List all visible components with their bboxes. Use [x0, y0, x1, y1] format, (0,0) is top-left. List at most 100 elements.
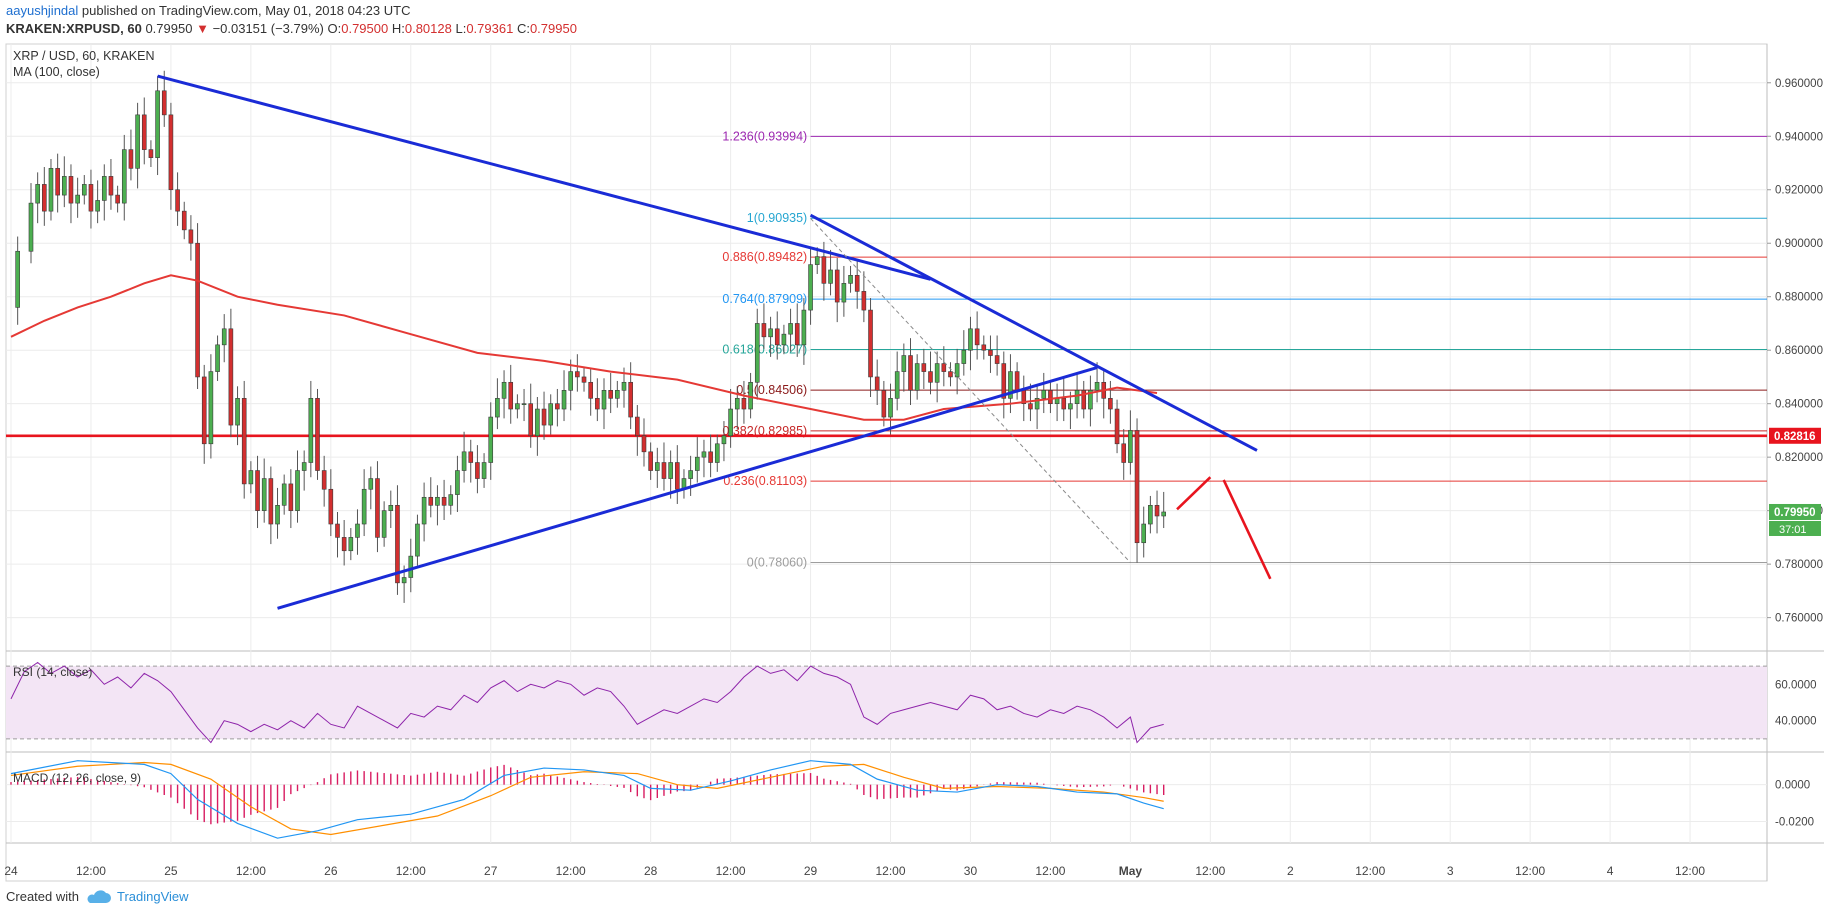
x-tick-label: May — [1119, 864, 1143, 878]
candle-body — [1094, 381, 1100, 391]
candle-body — [894, 371, 900, 399]
rsi-y-tick-label: 60.0000 — [1775, 679, 1817, 691]
candle-body — [641, 435, 647, 453]
candle-body — [455, 470, 460, 495]
candle-body — [428, 496, 434, 506]
candle-body — [341, 537, 347, 552]
x-tick-label: 24 — [4, 864, 18, 878]
candle-body — [621, 381, 627, 391]
support-price-label-bg — [1769, 427, 1821, 444]
ohlc-close: 0.79950 — [529, 21, 577, 36]
candle-body — [1141, 523, 1147, 544]
fib-level-label: 0(0.78060) — [747, 556, 807, 570]
x-tick-label: 2 — [1287, 864, 1294, 878]
candle-body — [1134, 430, 1140, 544]
chart-title: XRP / USD, 60, KRAKEN — [13, 49, 155, 63]
candle-body — [821, 256, 827, 284]
candle-body — [774, 328, 780, 346]
candle-body — [48, 168, 54, 212]
candle-body — [908, 355, 913, 391]
candle-body — [268, 478, 274, 525]
candle-body — [308, 398, 314, 463]
candle-body — [328, 488, 334, 525]
candle-body — [148, 149, 154, 158]
y-tick-label: 0.840000 — [1775, 399, 1823, 411]
rsi-band-fill — [6, 666, 1767, 739]
fib-level-label: 1(0.90935) — [747, 211, 807, 225]
rsi-pane[interactable] — [6, 661, 1767, 744]
publish-info: aayushjindal published on TradingView.co… — [6, 3, 410, 18]
tradingview-link[interactable]: TradingView — [116, 889, 189, 904]
candle-body — [535, 408, 540, 437]
candle-body — [608, 390, 613, 399]
macd-line — [10, 760, 1164, 839]
macd-pane[interactable] — [10, 760, 1165, 839]
y-tick-label: 0.920000 — [1775, 185, 1823, 197]
candle-body — [581, 376, 587, 383]
candle-body — [648, 451, 653, 471]
ohlc-open: 0.79500 — [341, 21, 389, 36]
rsi-indicator-label: RSI (14, close) — [13, 665, 92, 679]
cloud-logo-icon — [87, 889, 111, 903]
candle-body — [281, 483, 287, 506]
y-tick-label: 0.900000 — [1775, 238, 1823, 250]
candle-body — [1061, 398, 1067, 410]
candle-body — [714, 443, 720, 463]
macd-y-tick-label: -0.0200 — [1775, 817, 1814, 829]
ohlc-close-label: C: — [516, 21, 530, 36]
candle-body — [974, 328, 980, 346]
x-tick-label: 12:00 — [1355, 864, 1385, 878]
y-tick-label: 0.820000 — [1775, 452, 1823, 464]
candle-body — [701, 451, 707, 458]
chart-frame — [5, 43, 1768, 882]
x-tick-label: 25 — [164, 864, 178, 878]
fib-level-label: 0.5(0.84506) — [736, 383, 807, 397]
candle-body — [42, 184, 47, 212]
fib-level-label: 1.236(0.93994) — [722, 129, 807, 143]
candle-body — [948, 371, 953, 378]
x-tick-label: 27 — [484, 864, 498, 878]
candle-body — [161, 90, 167, 116]
price-pane[interactable]: 1.236(0.93994) 1(0.90935) 0.886(0.89482) 0.… — [6, 70, 1767, 610]
chart-area[interactable]: 1.236(0.93994) 1(0.90935) 0.886(0.89482) 0.… — [0, 40, 1824, 883]
x-tick-label: 3 — [1447, 864, 1454, 878]
symbol-bar: KRAKEN:XRPUSD, 60 0.79950 ▼ −0.03151 (−3… — [6, 21, 577, 36]
candle-body — [188, 229, 194, 244]
candle-body — [668, 462, 673, 479]
price-change: −0.03151 (−3.79%) — [212, 21, 324, 36]
candle-body — [181, 210, 187, 231]
x-tick-label: 12:00 — [1515, 864, 1545, 878]
candle-body — [1041, 390, 1047, 399]
symbol-name[interactable]: KRAKEN:XRPUSD, 60 — [6, 21, 142, 36]
candle-body — [461, 451, 467, 471]
candle-body — [941, 363, 947, 372]
candle-body — [1068, 403, 1073, 410]
descending-trendline-inner — [809, 213, 1258, 452]
author-link[interactable]: aayushjindal — [6, 3, 79, 18]
candle-body — [128, 149, 134, 169]
candle-body — [635, 416, 640, 437]
candle-body — [754, 323, 760, 383]
candle-body — [901, 355, 907, 372]
candle-body — [1048, 390, 1053, 404]
y-tick-label: 0.860000 — [1775, 345, 1823, 357]
candle-body — [481, 462, 487, 479]
candle-body — [601, 390, 607, 410]
ma-indicator-label: MA (100, close) — [13, 65, 100, 79]
candle-body — [734, 398, 740, 410]
down-arrow-icon: ▼ — [196, 21, 209, 36]
candle-body — [195, 242, 200, 378]
candle-body — [115, 194, 120, 204]
candle-body — [135, 114, 140, 169]
candle-body — [615, 390, 620, 399]
candle-body — [315, 398, 320, 471]
candle-body — [508, 381, 514, 410]
candle-body — [868, 309, 873, 378]
candle-body — [914, 363, 920, 391]
candle-body — [175, 189, 180, 212]
candle-body — [495, 398, 500, 418]
candle-body — [295, 470, 300, 511]
candle-body — [801, 309, 807, 346]
candle-body — [1028, 403, 1033, 410]
candle-body — [628, 381, 633, 418]
